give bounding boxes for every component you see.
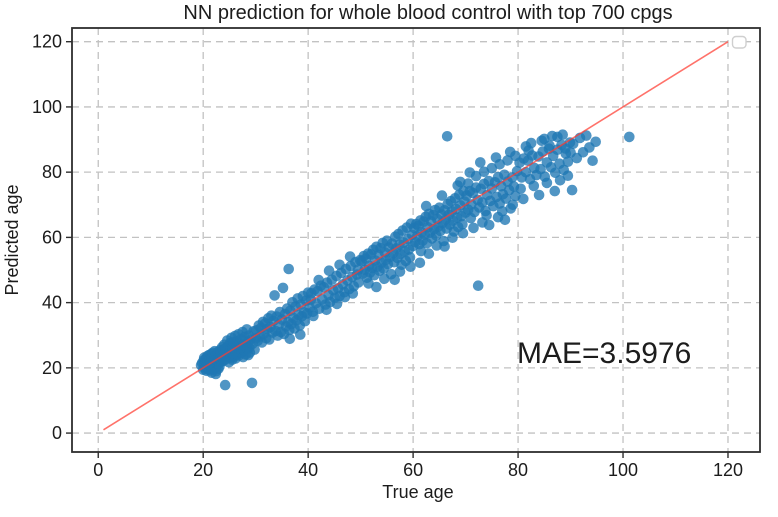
y-tick-label: 120 [32, 32, 62, 52]
scatter-point [492, 211, 504, 223]
scatter-point [507, 199, 519, 211]
scatter-point [490, 152, 502, 163]
scatter-point [423, 248, 435, 259]
x-tick-label: 120 [713, 460, 743, 480]
scatter-point [504, 146, 516, 158]
x-tick-label: 40 [298, 460, 318, 480]
y-tick-label: 0 [52, 423, 62, 443]
scatter-point [518, 193, 529, 205]
scatter-point [544, 140, 555, 151]
scatter-point [344, 251, 356, 262]
y-tick-label: 100 [32, 97, 62, 117]
chart-title: NN prediction for whole blood control wi… [183, 2, 672, 24]
scatter-point [439, 241, 450, 252]
scatter-point [587, 155, 598, 166]
scatter-point [219, 379, 231, 391]
scatter-point [441, 131, 453, 142]
x-tick-label: 60 [403, 460, 423, 480]
identity-line [103, 41, 729, 431]
scatter-point [557, 129, 568, 140]
gridlines [72, 28, 760, 452]
scatter-point [405, 261, 416, 273]
scatter-point [249, 344, 260, 355]
scatter-point [347, 288, 359, 299]
x-tick-label: 100 [608, 460, 638, 480]
scatter-point [562, 170, 574, 181]
scatter-point [436, 190, 448, 201]
scatter-point [394, 266, 406, 277]
scatter-point [284, 333, 296, 345]
scatter-point [581, 130, 592, 141]
scatter-point [562, 156, 574, 167]
scatter-point [566, 184, 578, 196]
scatter-point [624, 131, 635, 143]
scatter-point [500, 193, 512, 204]
scatter-point [528, 180, 540, 192]
scatter-point [502, 155, 513, 166]
scatter-point [414, 257, 426, 269]
scatter-point [206, 367, 217, 379]
scatter-point [313, 274, 325, 286]
scatter-point [371, 281, 382, 293]
scatter-point [420, 200, 432, 212]
scatter-point [478, 166, 490, 178]
scatter-point [334, 259, 345, 271]
scatter-point [283, 263, 295, 275]
scatter-point [339, 291, 351, 303]
y-tick-label: 60 [42, 227, 62, 247]
scatter-point [477, 217, 488, 228]
y-tick-label: 20 [42, 358, 62, 378]
scatter-point [472, 280, 484, 292]
plot-frame [71, 27, 761, 453]
scatter-point [295, 329, 306, 340]
x-tick-label: 80 [508, 460, 528, 480]
scatter-point [550, 167, 561, 179]
scatter-point [549, 185, 561, 197]
scatter-point [533, 189, 545, 201]
y-axis-label: Predicted age [2, 184, 22, 295]
scatter-point [363, 278, 374, 289]
x-axis-label: True age [382, 482, 453, 502]
axis-ticks [66, 40, 729, 458]
mae-annotation: MAE=3.5976 [517, 337, 691, 370]
x-tick-label: 20 [193, 460, 213, 480]
y-tick-label: 40 [42, 293, 62, 313]
scatter-point [246, 377, 258, 389]
scatter-point [431, 240, 443, 251]
scatter-point [308, 310, 319, 322]
scatter-point [323, 265, 335, 277]
scatter-point [560, 143, 571, 154]
scatter-point [457, 227, 469, 239]
scatter-point [269, 290, 280, 301]
scatter-point [590, 136, 601, 148]
scatter-point [277, 282, 289, 294]
tick-labels: 0 20 40 60 80 100 120 0 20 40 60 80 100 120 [32, 32, 743, 480]
scatter-point [389, 274, 401, 286]
scatter-point [554, 175, 566, 186]
scatter-point [455, 176, 466, 188]
scatter-point [462, 178, 474, 189]
y-tick-label: 80 [42, 162, 62, 182]
scatter-point [465, 212, 477, 224]
scatter-point [464, 167, 476, 178]
scatter-point [331, 298, 343, 310]
scatter-point [475, 157, 486, 168]
scatter-point [447, 232, 458, 243]
scatter-point [468, 222, 479, 234]
scatter-point [515, 183, 526, 195]
scatter-point [541, 177, 553, 189]
x-tick-label: 0 [93, 460, 103, 480]
scatter-point [404, 251, 416, 263]
legend-box [731, 35, 747, 49]
scatter-point [379, 273, 390, 285]
scatter-point [523, 145, 534, 156]
scatter-point [321, 304, 332, 316]
scatter-point [353, 277, 364, 288]
scatter-point [457, 219, 468, 230]
